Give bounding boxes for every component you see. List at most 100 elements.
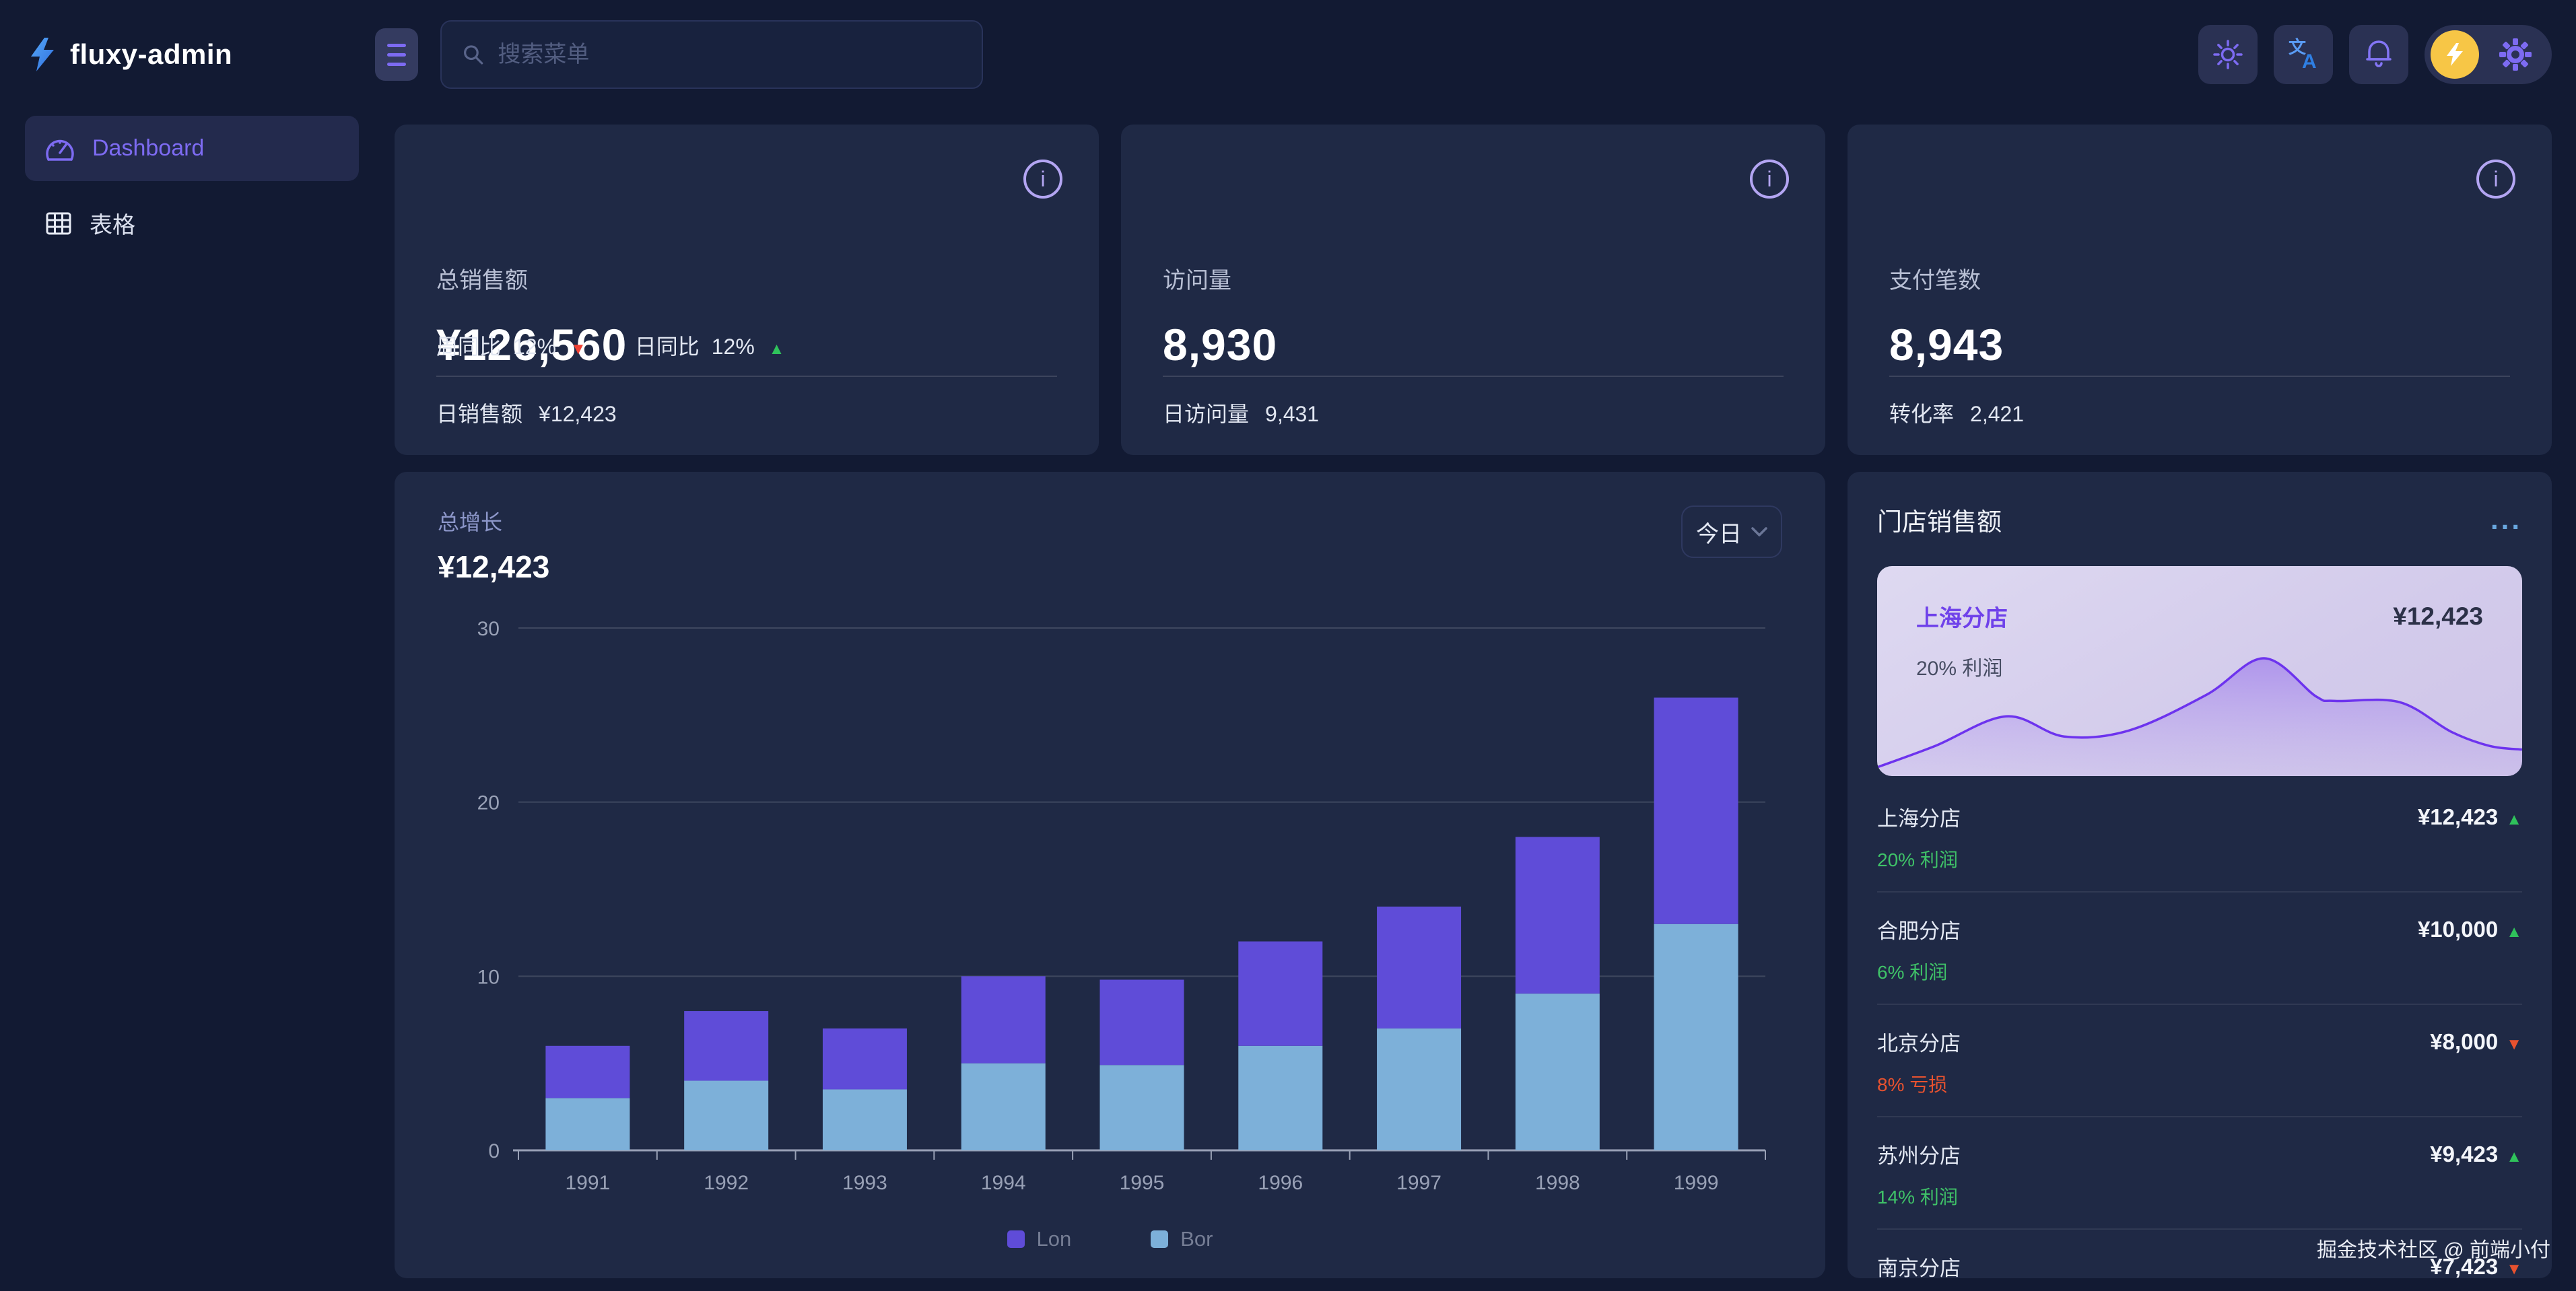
stat-value: ¥126,560 — [436, 320, 628, 370]
stat-label: 总销售额 — [436, 268, 528, 293]
store-row[interactable]: 南京分店¥7,423▼6% 亏损 — [1877, 1230, 2522, 1279]
sun-icon — [2213, 40, 2243, 69]
sidebar-item-dashboard[interactable]: Dashboard — [25, 116, 359, 181]
store-value: ¥7,423 — [2430, 1253, 2499, 1279]
user-settings-pill[interactable] — [2425, 25, 2552, 84]
store-profit: 6% 利润 — [1877, 962, 1948, 983]
featured-store-value: ¥12,423 — [2393, 602, 2483, 630]
svg-text:1999: 1999 — [1674, 1172, 1719, 1194]
svg-text:1995: 1995 — [1120, 1172, 1165, 1194]
store-profit: 20% 利润 — [1877, 849, 1958, 870]
metric-week: 周同比 12% ▼ — [436, 335, 586, 359]
search-input[interactable] — [498, 41, 961, 68]
date-range-dropdown[interactable]: 今日 — [1681, 505, 1782, 558]
store-value: ¥9,423 — [2430, 1141, 2499, 1166]
top-bar: fluxy-admin 文 A — [0, 0, 2576, 109]
svg-text:10: 10 — [477, 966, 500, 988]
trend-down-icon: ▼ — [2506, 1035, 2522, 1053]
trend-up-icon: ▲ — [2506, 922, 2522, 941]
stat-value: 8,930 — [1163, 320, 1278, 370]
store-value: ¥12,423 — [2417, 804, 2499, 829]
store-profit: 14% 利润 — [1877, 1187, 1958, 1208]
trend-up-icon: ▲ — [768, 340, 785, 358]
chart-legend: Lon Bor — [438, 1218, 1782, 1261]
legend-item-lon[interactable]: Lon — [1007, 1227, 1071, 1251]
store-profit: 8% 亏损 — [1877, 1074, 1948, 1095]
legend-swatch-bor — [1151, 1230, 1169, 1248]
store-name: 苏州分店 — [1877, 1144, 1961, 1168]
growth-chart-card: 总增长 ¥12,423 今日 0 10 20 30 1991 1992 1993 1994 19… — [395, 472, 1825, 1278]
svg-text:1998: 1998 — [1535, 1172, 1580, 1194]
avatar-lightning-icon — [2447, 43, 2463, 66]
stat-label: 支付笔数 — [1889, 268, 1981, 293]
svg-text:1996: 1996 — [1258, 1172, 1303, 1194]
language-switch-button[interactable]: 文 A — [2274, 25, 2333, 84]
main-content: i 总销售额 ¥126,560 周同比 12% ▼ 日同比 12% ▲ 日销售额 ¥1… — [375, 109, 2576, 1291]
svg-text:0: 0 — [488, 1140, 500, 1162]
chart-title: 总增长 — [438, 510, 503, 534]
stat-card-visits: i 访问量 8,930 日访问量 9,431 — [1121, 125, 1825, 455]
stat-card-total-sales: i 总销售额 ¥126,560 周同比 12% ▼ 日同比 12% ▲ 日销售额 ¥1… — [395, 125, 1099, 455]
info-icon[interactable]: i — [2476, 160, 2515, 199]
svg-text:1991: 1991 — [566, 1172, 611, 1194]
stat-footer: 日销售额 ¥12,423 — [436, 402, 617, 426]
featured-store-profit: 20% 利润 — [1916, 658, 2003, 680]
chevron-down-icon — [1751, 526, 1767, 536]
search-box[interactable] — [440, 20, 983, 89]
brand-name: fluxy-admin — [70, 38, 233, 70]
svg-text:20: 20 — [477, 792, 500, 814]
store-row[interactable]: 北京分店 ¥8,000 ▼ 8% 亏损 — [1877, 1005, 2522, 1117]
search-icon — [464, 45, 483, 65]
stat-value: 8,943 — [1889, 320, 2004, 370]
info-icon[interactable]: i — [1750, 160, 1789, 199]
trend-up-icon: ▲ — [2506, 810, 2522, 829]
svg-text:文: 文 — [2289, 37, 2307, 57]
legend-item-bor[interactable]: Bor — [1151, 1227, 1213, 1251]
svg-text:30: 30 — [477, 618, 500, 640]
theme-toggle-button[interactable] — [2198, 25, 2258, 84]
more-options-icon[interactable]: ... — [2490, 503, 2522, 535]
translate-icon: 文 A — [2289, 37, 2317, 72]
sidebar-item-label: Dashboard — [92, 135, 205, 161]
featured-area-chart — [1877, 650, 2522, 776]
store-row[interactable]: 合肥分店 ¥10,000 ▲ 6% 利润 — [1877, 893, 2522, 1005]
stat-card-payments: i 支付笔数 8,943 转化率 2,421 — [1848, 125, 2552, 455]
metric-day: 日同比 12% ▲ — [634, 335, 785, 359]
sidebar-item-label: 表格 — [90, 213, 135, 238]
sidebar-item-table[interactable]: 表格 — [25, 190, 359, 256]
menu-toggle-button[interactable] — [375, 28, 418, 81]
info-icon[interactable]: i — [1023, 160, 1062, 199]
stacked-bar-chart: 0 10 20 30 1991 1992 1993 1994 1995 1996 1997 1998 1… — [438, 589, 1782, 1218]
store-name: 上海分店 — [1877, 807, 1961, 831]
sidebar: Dashboard 表格 — [0, 109, 375, 1291]
dashboard-gauge-icon — [46, 139, 74, 161]
brand-logo: fluxy-admin — [0, 37, 375, 72]
stat-footer: 转化率 2,421 — [1889, 402, 2025, 426]
store-list: 上海分店 ¥12,423 ▲ 20% 利润 合肥分店 ¥10,000 ▲ 6% 利润 北京分店 ¥… — [1877, 780, 2522, 1278]
avatar[interactable] — [2431, 30, 2479, 79]
trend-up-icon: ▲ — [2506, 1147, 2522, 1166]
svg-text:1992: 1992 — [704, 1172, 749, 1194]
stat-footer: 日访问量 9,431 — [1163, 402, 1320, 426]
svg-text:1994: 1994 — [981, 1172, 1026, 1194]
notifications-button[interactable] — [2349, 25, 2408, 84]
gear-icon[interactable] — [2498, 37, 2533, 72]
store-name: 合肥分店 — [1877, 919, 1961, 943]
featured-store-name: 上海分店 — [1916, 606, 2008, 631]
store-value: ¥8,000 — [2430, 1028, 2499, 1054]
stat-label: 访问量 — [1163, 268, 1231, 293]
table-icon — [46, 212, 71, 234]
svg-text:1993: 1993 — [842, 1172, 887, 1194]
bell-icon — [2366, 40, 2392, 67]
lightning-logo-icon — [31, 38, 54, 71]
store-name: 北京分店 — [1877, 1032, 1961, 1055]
svg-text:1997: 1997 — [1396, 1172, 1442, 1194]
legend-swatch-lon — [1007, 1230, 1025, 1248]
store-row[interactable]: 上海分店 ¥12,423 ▲ 20% 利润 — [1877, 780, 2522, 893]
featured-store-card[interactable]: 上海分店 ¥12,423 20% 利润 — [1877, 566, 2522, 776]
store-row[interactable]: 苏州分店 ¥9,423 ▲ 14% 利润 — [1877, 1117, 2522, 1230]
trend-down-icon: ▼ — [2506, 1259, 2522, 1278]
panel-title: 门店销售额 — [1877, 508, 2002, 536]
store-name: 南京分店 — [1877, 1257, 1961, 1278]
chart-value: ¥12,423 — [438, 549, 550, 584]
